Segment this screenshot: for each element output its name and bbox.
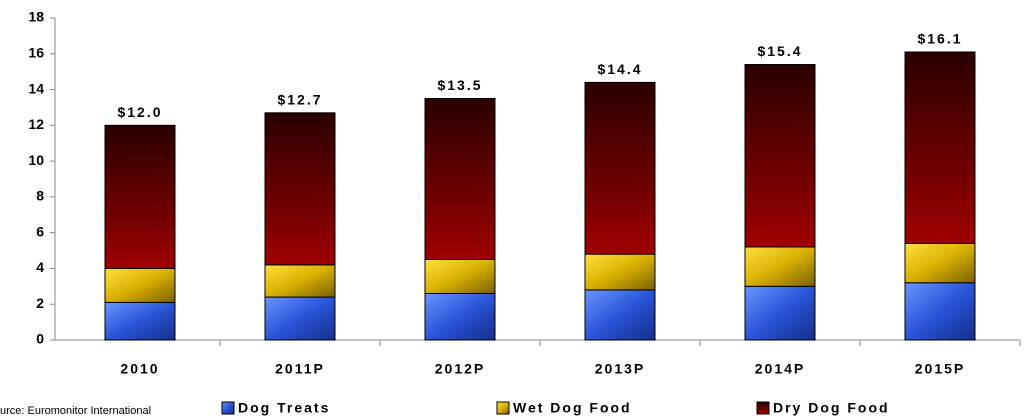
- legend-label: Wet Dog Food: [513, 400, 632, 416]
- y-tick-label: 6: [36, 223, 44, 239]
- y-tick-label: 0: [36, 331, 44, 347]
- y-tick-label: 8: [36, 188, 44, 204]
- source-note: urce: Euromonitor International: [0, 405, 151, 417]
- bar-segment: [904, 242, 976, 284]
- x-tick-label: 2010: [120, 361, 159, 377]
- legend-label: Dog Treats: [238, 400, 330, 416]
- x-tick-label: 2011P: [275, 361, 325, 377]
- y-tick-label: 4: [36, 259, 44, 275]
- y-tick-label: 2: [36, 295, 44, 311]
- total-label: $12.7: [277, 92, 322, 108]
- legend-swatch: [756, 401, 770, 415]
- bar-segment: [744, 64, 816, 248]
- total-label: $16.1: [917, 31, 962, 47]
- legend-swatch: [221, 401, 235, 415]
- y-tick-label: 12: [28, 116, 44, 132]
- legend-swatch: [496, 401, 510, 415]
- x-tick-label: 2015P: [915, 361, 965, 377]
- bar-segment: [584, 289, 656, 341]
- bar-segment: [744, 285, 816, 341]
- y-tick-label: 16: [28, 44, 44, 60]
- total-label: $12.0: [117, 104, 162, 120]
- bar-segment: [104, 301, 176, 341]
- bar-segment: [424, 98, 496, 260]
- bar-segment: [904, 51, 976, 244]
- bar-segment: [104, 267, 176, 303]
- bar-segment: [904, 282, 976, 341]
- y-tick-label: 10: [28, 152, 44, 168]
- y-tick-label: 14: [28, 80, 44, 96]
- total-label: $14.4: [597, 61, 642, 77]
- bar-segment: [584, 81, 656, 255]
- bar-segment: [264, 264, 336, 298]
- legend-label: Dry Dog Food: [773, 400, 890, 416]
- total-label: $13.5: [437, 77, 482, 93]
- bar-segment: [424, 259, 496, 294]
- total-label: $15.4: [757, 43, 802, 59]
- bar-segment: [264, 296, 336, 341]
- bar-segment: [104, 124, 176, 269]
- x-tick-label: 2012P: [435, 361, 485, 377]
- bar-segment: [424, 292, 496, 341]
- bar-segment: [584, 253, 656, 291]
- x-tick-label: 2013P: [595, 361, 645, 377]
- x-tick-label: 2014P: [755, 361, 805, 377]
- bar-segment: [264, 112, 336, 266]
- bar-segment: [744, 246, 816, 287]
- y-tick-label: 18: [28, 9, 44, 25]
